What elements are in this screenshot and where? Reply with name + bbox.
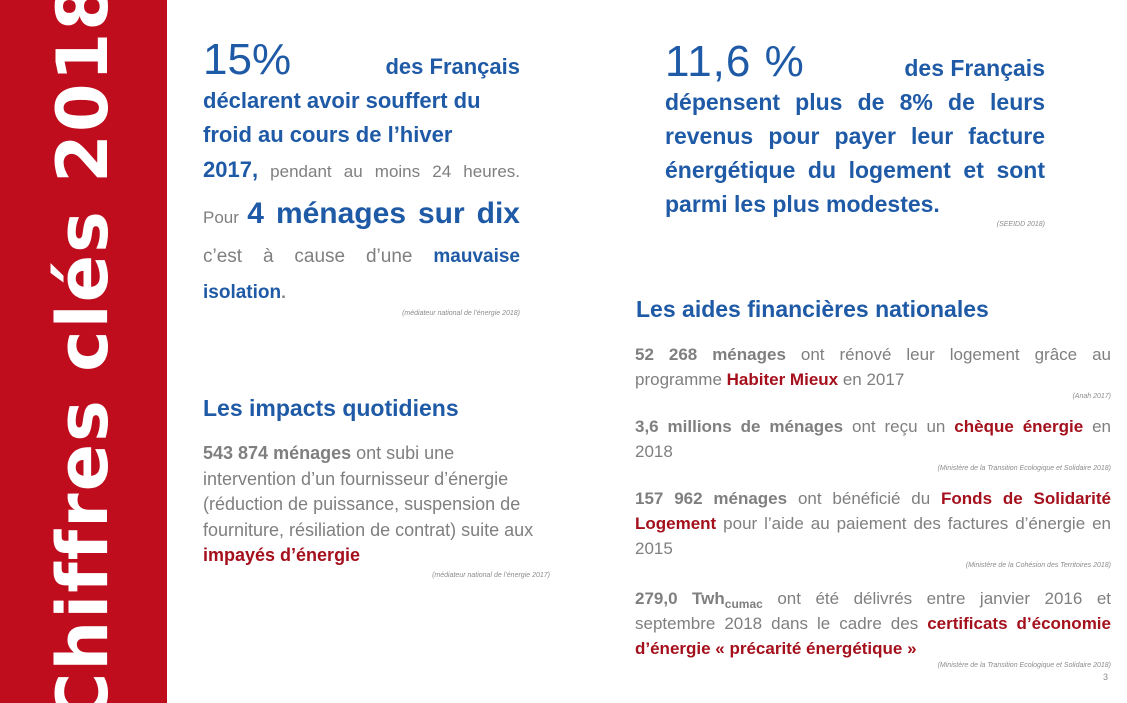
impacts-source: (médiateur national de l’énergie 2017) bbox=[432, 571, 550, 579]
aide4-highlight: certificats d’économie d’énergie « préca… bbox=[635, 614, 1111, 658]
stat2-text: dépensent plus de 8% de leurs revenus po… bbox=[665, 89, 1045, 217]
impacts-count: 543 874 ménages bbox=[203, 443, 352, 463]
impacts-highlight: impayés d’énergie bbox=[203, 545, 361, 565]
stat1-line1: déclarent avoir souffert du bbox=[203, 88, 481, 113]
side-band: Chiffres clés 2018 bbox=[0, 0, 167, 703]
stat1-period: . bbox=[281, 283, 286, 302]
impacts-heading: Les impacts quotidiens bbox=[203, 395, 459, 421]
stat1-percent: 15% bbox=[203, 35, 292, 84]
aide3-t2: pour l’aide au paiement des factures d’é… bbox=[635, 514, 1111, 558]
stat2-source: (SEEIDD 2018) bbox=[996, 221, 1045, 228]
stat-block-spending: 11,6 % des Français dépensent plus de 8%… bbox=[665, 37, 1045, 229]
stat1-emph: 4 ménages sur dix bbox=[247, 197, 520, 230]
aide1-t1: ont rénové leur logement grâce au progra… bbox=[635, 345, 1112, 389]
stat2-intro: des Français bbox=[904, 55, 1045, 81]
aide-habiter-mieux: 52 268 ménages ont rénové leur logement … bbox=[635, 342, 1111, 402]
stat1-intro: des Français bbox=[385, 54, 520, 79]
aide4-count: 279,0 Twh bbox=[635, 589, 725, 608]
aide2-highlight: chèque énergie bbox=[954, 417, 1084, 436]
aide4-unit-sub: cumac bbox=[724, 597, 763, 611]
stat1-mid1: pendant au moins 24 heures. Pour bbox=[203, 162, 520, 227]
aide3-highlight: Fonds de Solidarité Logement bbox=[635, 489, 1111, 533]
aide1-count: 52 268 ménages bbox=[635, 345, 786, 364]
side-title: Chiffres clés 2018 bbox=[42, 0, 124, 703]
aide-cee: 279,0 Twhcumac ont été délivrés entre ja… bbox=[635, 586, 1111, 671]
aide1-highlight: Habiter Mieux bbox=[726, 370, 839, 389]
stat1-source: (médiateur national de l’énergie 2018) bbox=[402, 310, 520, 317]
impacts-text-block: 543 874 ménages ont subi une interventio… bbox=[203, 441, 550, 583]
aide2-t1: ont reçu un bbox=[843, 417, 955, 436]
stat-block-cold: 15% des Français déclarent avoir souffer… bbox=[203, 35, 520, 318]
aide2-t2: en 2018 bbox=[635, 417, 1111, 461]
aide1-t2: en 2017 bbox=[838, 370, 905, 389]
aide3-t1: ont bénéficié du bbox=[787, 489, 942, 508]
stat1-line2: froid au cours de l’hiver bbox=[203, 122, 453, 147]
aide-fsl: 157 962 ménages ont bénéficié du Fonds d… bbox=[635, 486, 1111, 571]
aide2-source: (Ministère de la Transition Ecologique e… bbox=[937, 465, 1111, 472]
page-number: 3 bbox=[1103, 672, 1109, 682]
aide4-source: (Ministère de la Transition Ecologique e… bbox=[937, 662, 1111, 669]
aide1-source: (Anah 2017) bbox=[1072, 393, 1111, 400]
stat1-mid2: c’est à cause d’une bbox=[203, 246, 434, 267]
stat2-percent: 11,6 % bbox=[665, 37, 805, 86]
stat1-cause: mauvaise isolation bbox=[203, 246, 520, 303]
aide2-count: 3,6 millions de ménages bbox=[635, 417, 844, 436]
stat1-year: 2017, bbox=[203, 157, 259, 182]
aide3-count: 157 962 ménages bbox=[635, 489, 788, 508]
aide3-source: (Ministère de la Cohésion des Territoire… bbox=[965, 562, 1111, 569]
aides-heading: Les aides financières nationales bbox=[636, 296, 989, 322]
impacts-text: ont subi une intervention d’un fournisse… bbox=[203, 443, 534, 540]
aide-cheque-energie: 3,6 millions de ménages ont reçu un chèq… bbox=[635, 414, 1111, 474]
aide4-t1: ont été délivrés entre janvier 2016 et s… bbox=[635, 589, 1111, 633]
